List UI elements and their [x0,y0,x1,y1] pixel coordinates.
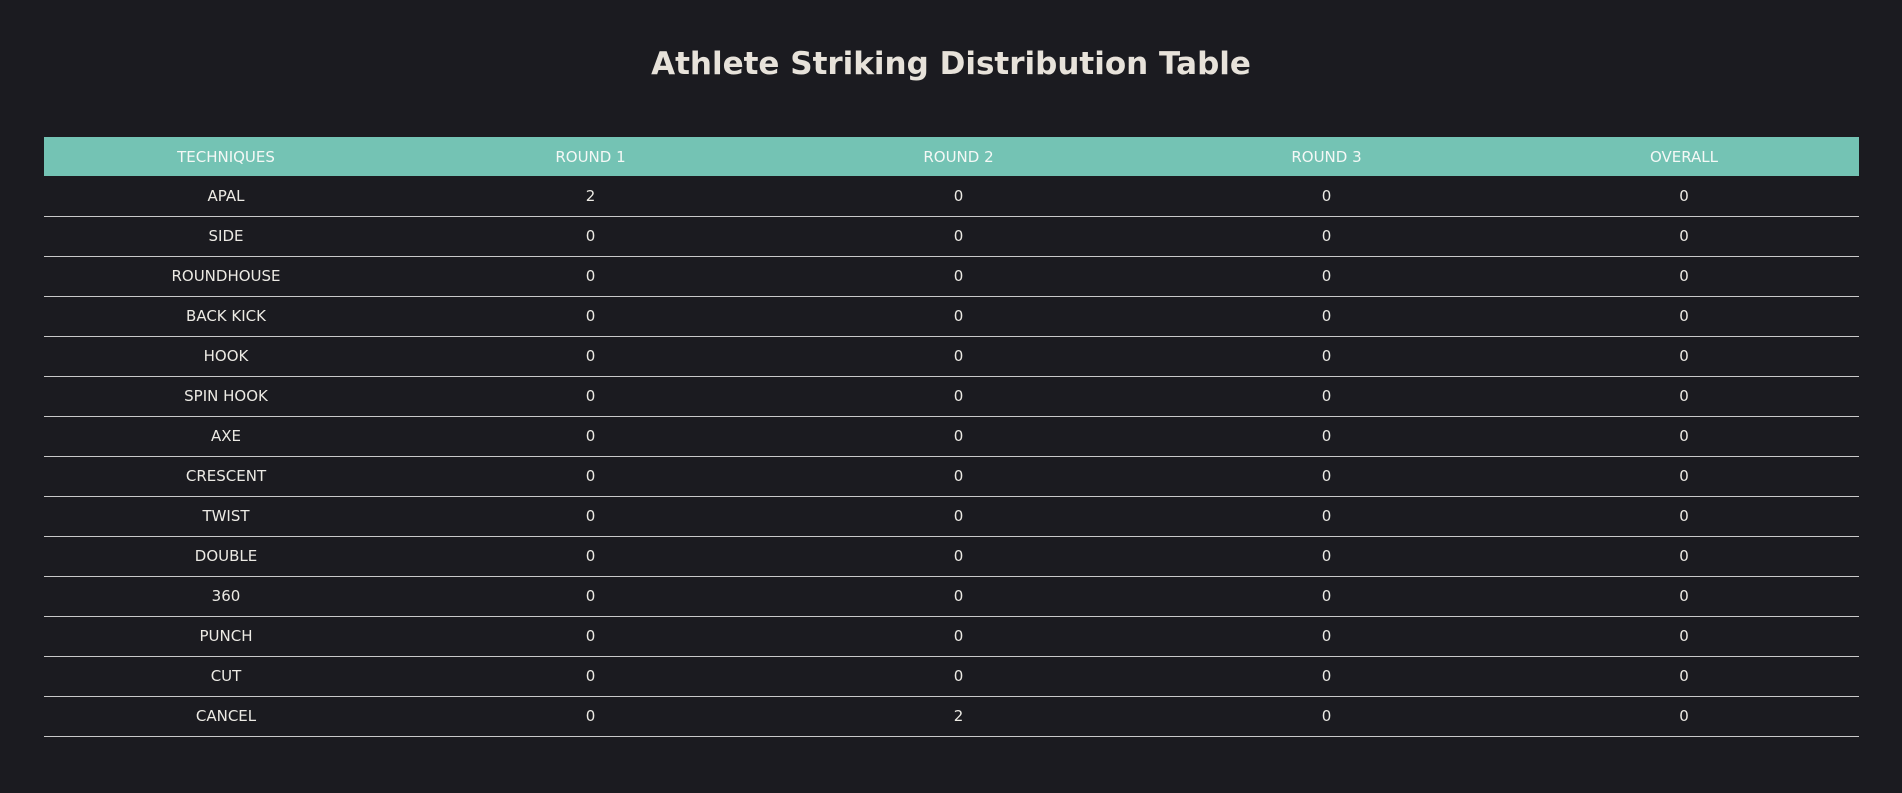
round-2-cell: 0 [953,627,964,645]
table-row: DOUBLE 0 0 0 0 [44,536,1859,576]
round-3-cell: 0 [1321,347,1332,365]
overall-cell: 0 [1679,667,1689,685]
data-table: TECHNIQUES ROUND 1 ROUND 2 ROUND 3 OVERA… [44,137,1859,737]
overall-cell: 0 [1679,587,1689,605]
round-1-cell: 0 [585,347,596,365]
overall-cell: 0 [1679,227,1689,245]
round-1-cell: 0 [585,707,596,725]
round-1-cell: 0 [585,267,596,285]
round-1-cell: 0 [585,547,596,565]
table-row: 360 0 0 0 0 [44,576,1859,616]
column-header-round-2: ROUND 2 [923,147,994,166]
overall-cell: 0 [1679,627,1689,645]
technique-cell: SPIN HOOK [184,387,268,405]
round-3-cell: 0 [1321,186,1332,205]
column-header-round-1: ROUND 1 [555,147,626,166]
table-row: ROUNDHOUSE 0 0 0 0 [44,256,1859,296]
technique-cell: BACK KICK [186,307,266,325]
round-2-cell: 0 [953,347,964,365]
technique-cell: DOUBLE [194,547,258,565]
technique-cell: APAL [207,186,245,205]
table-row: SPIN HOOK 0 0 0 0 [44,376,1859,416]
technique-cell: 360 [211,587,241,605]
overall-cell: 0 [1679,387,1689,405]
round-2-cell: 0 [953,387,964,405]
round-2-cell: 0 [953,307,964,325]
overall-cell: 0 [1679,467,1689,485]
round-1-cell: 0 [585,467,596,485]
round-1-cell: 0 [585,627,596,645]
round-2-cell: 0 [953,227,964,245]
technique-cell: CRESCENT [185,467,267,485]
round-3-cell: 0 [1321,547,1332,565]
round-2-cell: 0 [953,587,964,605]
table-body: APAL 2 0 0 0 SIDE 0 0 0 0 ROUNDHOUSE 0 0 0 0 BACK KICK 0… [44,176,1859,736]
technique-cell: PUNCH [199,627,253,645]
table-row: CRESCENT 0 0 0 0 [44,456,1859,496]
striking-distribution-table: TECHNIQUES ROUND 1 ROUND 2 ROUND 3 OVERA… [44,137,1859,737]
round-2-cell: 0 [953,427,964,445]
table-row: TWIST 0 0 0 0 [44,496,1859,536]
round-2-cell: 0 [953,547,964,565]
table-row: SIDE 0 0 0 0 [44,216,1859,256]
table-row: HOOK 0 0 0 0 [44,336,1859,376]
round-1-cell: 0 [585,587,596,605]
overall-cell: 0 [1679,347,1689,365]
round-2-cell: 0 [953,667,964,685]
round-1-cell: 0 [585,427,596,445]
round-1-cell: 0 [585,227,596,245]
page-title: Athlete Striking Distribution Table [651,46,1251,82]
round-3-cell: 0 [1321,507,1332,525]
table-row: CUT 0 0 0 0 [44,656,1859,696]
round-2-cell: 0 [953,186,964,205]
table-row: PUNCH 0 0 0 0 [44,616,1859,656]
header-row: TECHNIQUES ROUND 1 ROUND 2 ROUND 3 OVERA… [44,137,1859,176]
column-header-overall: OVERALL [1649,147,1719,166]
overall-cell: 0 [1679,507,1689,525]
table-row: AXE 0 0 0 0 [44,416,1859,456]
column-header-round-3: ROUND 3 [1291,147,1362,166]
overall-cell: 0 [1679,547,1689,565]
table-row: CANCEL 0 2 0 0 [44,696,1859,736]
overall-cell: 0 [1679,707,1689,725]
round-3-cell: 0 [1321,627,1332,645]
table-row: BACK KICK 0 0 0 0 [44,296,1859,336]
table-row: APAL 2 0 0 0 [44,176,1859,216]
round-1-cell: 0 [585,387,596,405]
round-2-cell: 0 [953,507,964,525]
overall-cell: 0 [1679,186,1689,205]
technique-cell: CUT [210,667,242,685]
round-3-cell: 0 [1321,267,1332,285]
round-3-cell: 0 [1321,427,1332,445]
technique-cell: AXE [210,427,241,445]
round-2-cell: 0 [953,267,964,285]
round-3-cell: 0 [1321,387,1332,405]
overall-cell: 0 [1679,267,1689,285]
round-1-cell: 0 [585,507,596,525]
technique-cell: CANCEL [195,707,257,725]
round-3-cell: 0 [1321,587,1332,605]
column-header-techniques: TECHNIQUES [177,147,275,166]
technique-cell: ROUNDHOUSE [171,267,281,285]
round-3-cell: 0 [1321,467,1332,485]
overall-cell: 0 [1679,427,1689,445]
table-header: TECHNIQUES ROUND 1 ROUND 2 ROUND 3 OVERA… [44,137,1859,176]
round-3-cell: 0 [1321,307,1332,325]
round-3-cell: 0 [1321,667,1332,685]
round-3-cell: 0 [1321,707,1332,725]
round-2-cell: 0 [953,467,964,485]
technique-cell: HOOK [203,347,249,365]
round-1-cell: 0 [585,667,596,685]
overall-cell: 0 [1679,307,1689,325]
technique-cell: TWIST [202,507,250,525]
round-3-cell: 0 [1321,227,1332,245]
round-1-cell: 2 [585,186,596,205]
round-1-cell: 0 [585,307,596,325]
technique-cell: SIDE [208,227,244,245]
round-2-cell: 2 [953,707,964,725]
